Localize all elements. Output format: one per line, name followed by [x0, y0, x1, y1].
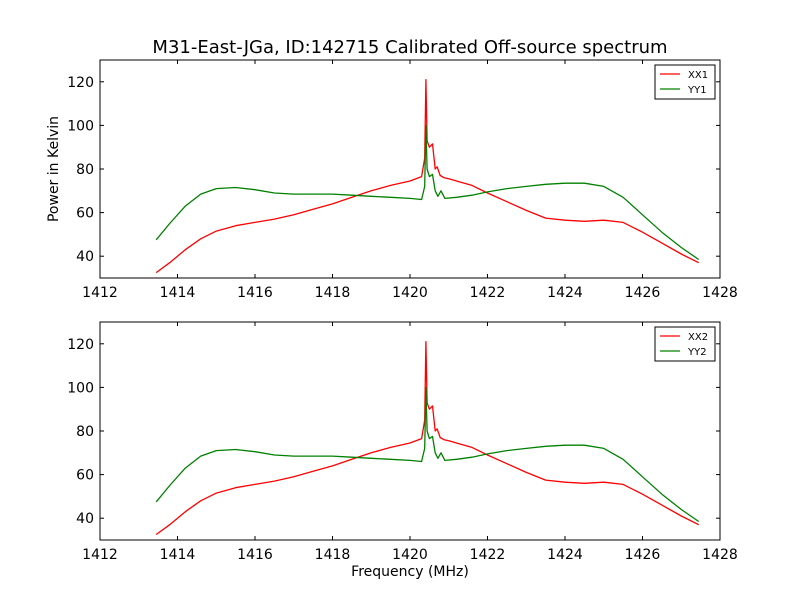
x-tick-label: 1424: [547, 285, 583, 301]
x-tick-label: 1416: [237, 547, 273, 563]
top-panel: 1412 1414 1416 1418 1420 1422 1424 1426 1428 40 60…: [46, 59, 738, 301]
legend-label-xx1: XX1: [688, 70, 708, 81]
y-tick-label: 60: [76, 206, 94, 222]
x-tick-label: 1414: [160, 285, 196, 301]
x-tick-label: 1412: [82, 547, 118, 563]
x-tick-label: 1426: [625, 547, 661, 563]
y-tick-label: 60: [76, 468, 94, 484]
y-tick-label: 120: [67, 75, 94, 91]
series-line-xx2: [155, 340, 699, 536]
legend-label-yy2: YY2: [687, 347, 707, 358]
x-tick-label: 1420: [392, 285, 428, 301]
x-tick-label: 1412: [82, 285, 118, 301]
y-tick-label: 100: [67, 380, 94, 396]
x-tick-label: 1418: [315, 547, 351, 563]
series-line-yy2: [155, 386, 700, 523]
y-tick-label: 80: [76, 424, 94, 440]
x-tick-label: 1426: [625, 285, 661, 301]
x-tick-label: 1428: [702, 285, 738, 301]
x-tick-label: 1420: [392, 547, 428, 563]
x-tick-label: 1422: [470, 547, 506, 563]
y-tick-label: 100: [67, 118, 94, 134]
figure-title: M31-East-JGa, ID:142715 Calibrated Off-s…: [152, 37, 667, 58]
x-tick-label: 1424: [547, 547, 583, 563]
x-tick-label: 1428: [702, 547, 738, 563]
bottom-panel: 1412 1414 1416 1418 1420 1422 1424 1426 1428 40 60…: [67, 321, 738, 580]
x-tick-label: 1418: [315, 285, 351, 301]
legend-label-xx2: XX2: [688, 332, 708, 343]
x-tick-label: 1422: [470, 285, 506, 301]
legend-box: [654, 326, 716, 362]
y-tick-label: 80: [76, 162, 94, 178]
x-tick-label: 1416: [237, 285, 273, 301]
y-axis-label: Power in Kelvin: [46, 116, 62, 222]
y-tick-label: 120: [67, 337, 94, 353]
y-tick-label: 40: [76, 511, 94, 527]
legend-box: [654, 64, 716, 100]
series-line-yy1: [155, 124, 700, 261]
legend-label-yy1: YY1: [687, 85, 707, 96]
y-tick-label: 40: [76, 249, 94, 265]
series-line-xx1: [155, 78, 699, 274]
x-tick-label: 1414: [160, 547, 196, 563]
x-axis-label: Frequency (MHz): [351, 564, 469, 580]
